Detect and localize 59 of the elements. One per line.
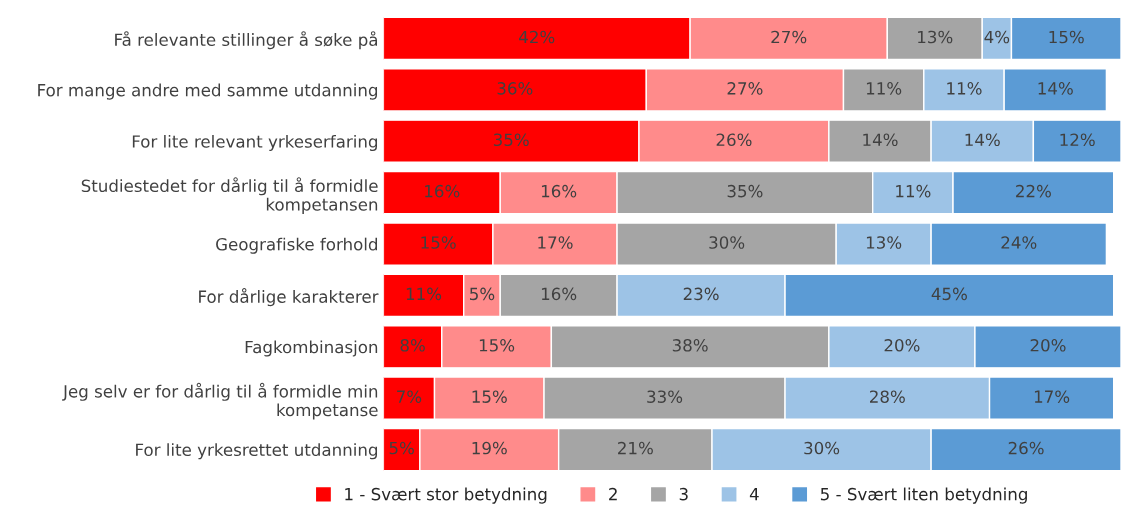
y-tick-label: Studiestedet for dårlig til å formidle kompetansen xyxy=(81,177,378,214)
y-tick-label: Fagkombinasjon xyxy=(245,340,378,357)
data-label: 30% xyxy=(804,441,840,455)
data-label: 33% xyxy=(647,390,683,403)
y-tick-label: Geografiske forhold xyxy=(216,237,377,254)
data-label: 24% xyxy=(1001,236,1037,249)
data-label: 27% xyxy=(771,30,807,44)
y-tick-label: For mange andre med samme utdanning xyxy=(38,83,378,100)
y-tick-label: For lite yrkesrettet utdanning xyxy=(136,443,378,460)
data-label: 4% xyxy=(984,30,1010,44)
legend-label: 1 - Svært stor betydning xyxy=(345,487,547,504)
data-label: 27% xyxy=(727,82,763,95)
data-label: 16% xyxy=(541,184,577,198)
y-tick-label: Få relevante stillinger å søke på xyxy=(115,31,378,50)
data-label: 11% xyxy=(866,82,902,95)
data-label: 26% xyxy=(716,133,752,147)
legend-label: 3 xyxy=(679,487,688,501)
data-label: 11% xyxy=(406,287,442,301)
data-label: 45% xyxy=(931,287,967,301)
data-label: 35% xyxy=(727,184,763,198)
data-label: 11% xyxy=(896,184,931,198)
data-label: 14% xyxy=(863,133,898,147)
data-label: 42% xyxy=(519,30,555,44)
data-label: 20% xyxy=(884,339,920,352)
data-label: 17% xyxy=(1034,390,1070,403)
data-label: 16% xyxy=(541,287,577,301)
legend-label: 2 xyxy=(609,487,617,501)
data-label: 5% xyxy=(470,287,495,301)
data-label: 12% xyxy=(1060,133,1095,147)
data-label: 14% xyxy=(1038,82,1073,95)
data-label: 19% xyxy=(472,441,507,455)
data-label: 36% xyxy=(497,82,533,95)
data-label: 7% xyxy=(397,390,422,403)
data-label: 15% xyxy=(1049,30,1084,44)
data-label: 35% xyxy=(493,133,529,147)
legend-label: 4 xyxy=(749,488,759,501)
data-label: 28% xyxy=(870,390,905,403)
data-label: 21% xyxy=(618,441,653,455)
data-label: 15% xyxy=(472,390,507,403)
data-label: 14% xyxy=(965,133,1000,147)
data-label: 15% xyxy=(479,339,515,352)
legend-label: 5 - Svært liten betydning xyxy=(820,487,1027,504)
data-label: 11% xyxy=(947,82,982,95)
data-label: 20% xyxy=(1030,339,1066,352)
data-label: 13% xyxy=(866,236,902,249)
y-tick-label: Jeg selv er for dårlig til å formidle min kompetanse xyxy=(62,382,378,420)
data-label: 8% xyxy=(400,339,425,352)
data-label: 30% xyxy=(709,236,745,249)
data-label: 16% xyxy=(425,184,460,198)
data-label: 23% xyxy=(683,287,719,301)
data-label: 5% xyxy=(389,441,414,455)
data-label: 26% xyxy=(1008,441,1044,455)
data-label: 15% xyxy=(421,236,456,249)
data-label: 38% xyxy=(672,339,708,352)
data-label: 22% xyxy=(1016,184,1051,198)
y-tick-label: For dårlige karakterer xyxy=(199,288,379,307)
data-label: 17% xyxy=(538,236,573,249)
data-label: 13% xyxy=(918,30,953,44)
y-tick-label: For lite relevant yrkeserfaring xyxy=(132,134,378,152)
